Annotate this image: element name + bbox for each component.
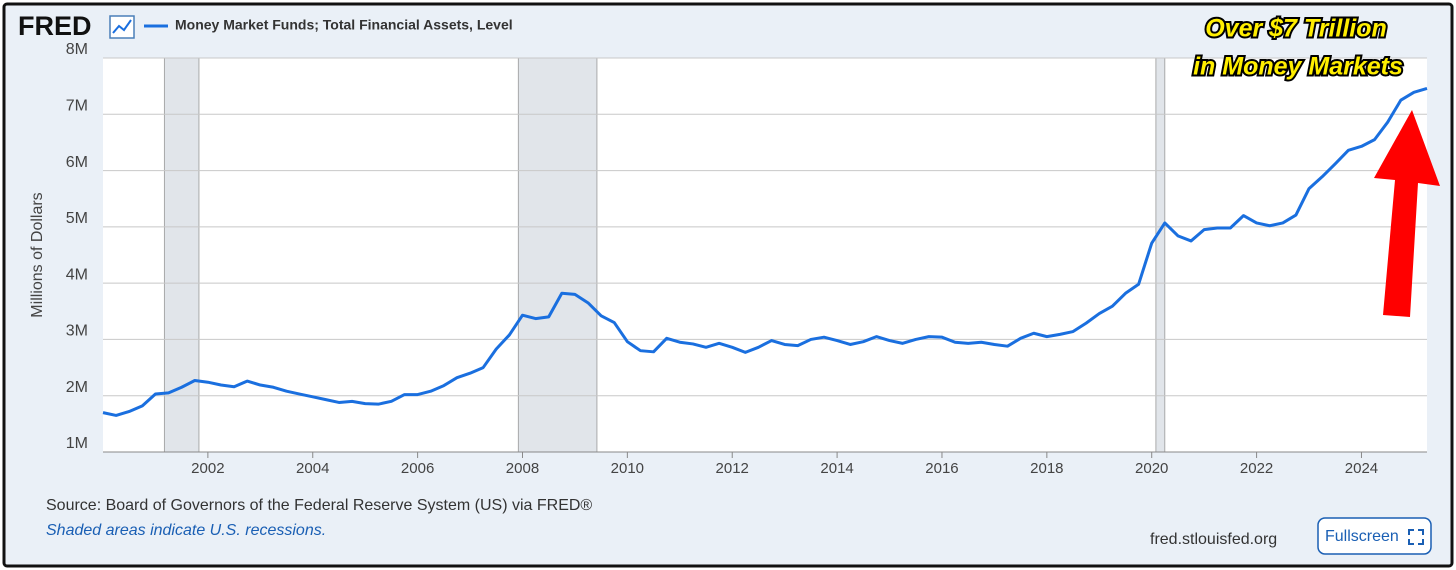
arrow bbox=[1374, 110, 1440, 317]
site-url: fred.stlouisfed.org bbox=[1150, 531, 1277, 548]
y-tick-label: 8M bbox=[66, 41, 88, 58]
logo: FRED bbox=[18, 11, 92, 41]
x-tick-label: 2022 bbox=[1240, 460, 1273, 477]
y-tick-label: 1M bbox=[66, 435, 88, 452]
y-tick-label: 6M bbox=[66, 154, 88, 171]
x-tick-label: 2012 bbox=[716, 460, 749, 477]
x-tick-label: 2016 bbox=[925, 460, 958, 477]
x-tick-label: 2014 bbox=[820, 460, 853, 477]
recession-note: Shaded areas indicate U.S. recessions. bbox=[46, 522, 326, 539]
x-tick-label: 2020 bbox=[1135, 460, 1168, 477]
series-line bbox=[102, 86, 1428, 417]
recession-band bbox=[1155, 57, 1166, 453]
y-axis-label: Millions of Dollars bbox=[29, 192, 46, 317]
annotation-line: Over $7 Trillion bbox=[1205, 15, 1387, 43]
x-tick-label: 2024 bbox=[1345, 460, 1378, 477]
annotation-line: in Money Markets bbox=[1193, 53, 1403, 81]
plot-area bbox=[103, 58, 1427, 452]
y-tick-label: 4M bbox=[66, 266, 88, 283]
legend-label: Money Market Funds; Total Financial Asse… bbox=[175, 17, 513, 33]
annotation: Over $7 Trillion in Money Markets bbox=[1191, 13, 1405, 83]
y-tick-label: 5M bbox=[66, 210, 88, 227]
y-tick-label: 3M bbox=[66, 323, 88, 340]
source-text: Source: Board of Governors of the Federa… bbox=[46, 497, 592, 514]
x-tick-label: 2008 bbox=[506, 460, 539, 477]
x-tick-label: 2018 bbox=[1030, 460, 1063, 477]
fullscreen-button[interactable]: Fullscreen bbox=[1317, 517, 1432, 555]
x-tick-label: 2006 bbox=[401, 460, 434, 477]
x-tick-label: 2004 bbox=[296, 460, 329, 477]
recession-band bbox=[517, 57, 598, 453]
button-label[interactable]: Fullscreen bbox=[1325, 528, 1399, 545]
y-tick-label: 7M bbox=[66, 98, 88, 115]
logo-icon bbox=[109, 15, 135, 39]
y-tick-label: 2M bbox=[66, 379, 88, 396]
x-tick-label: 2010 bbox=[611, 460, 644, 477]
x-tick-label: 2002 bbox=[191, 460, 224, 477]
